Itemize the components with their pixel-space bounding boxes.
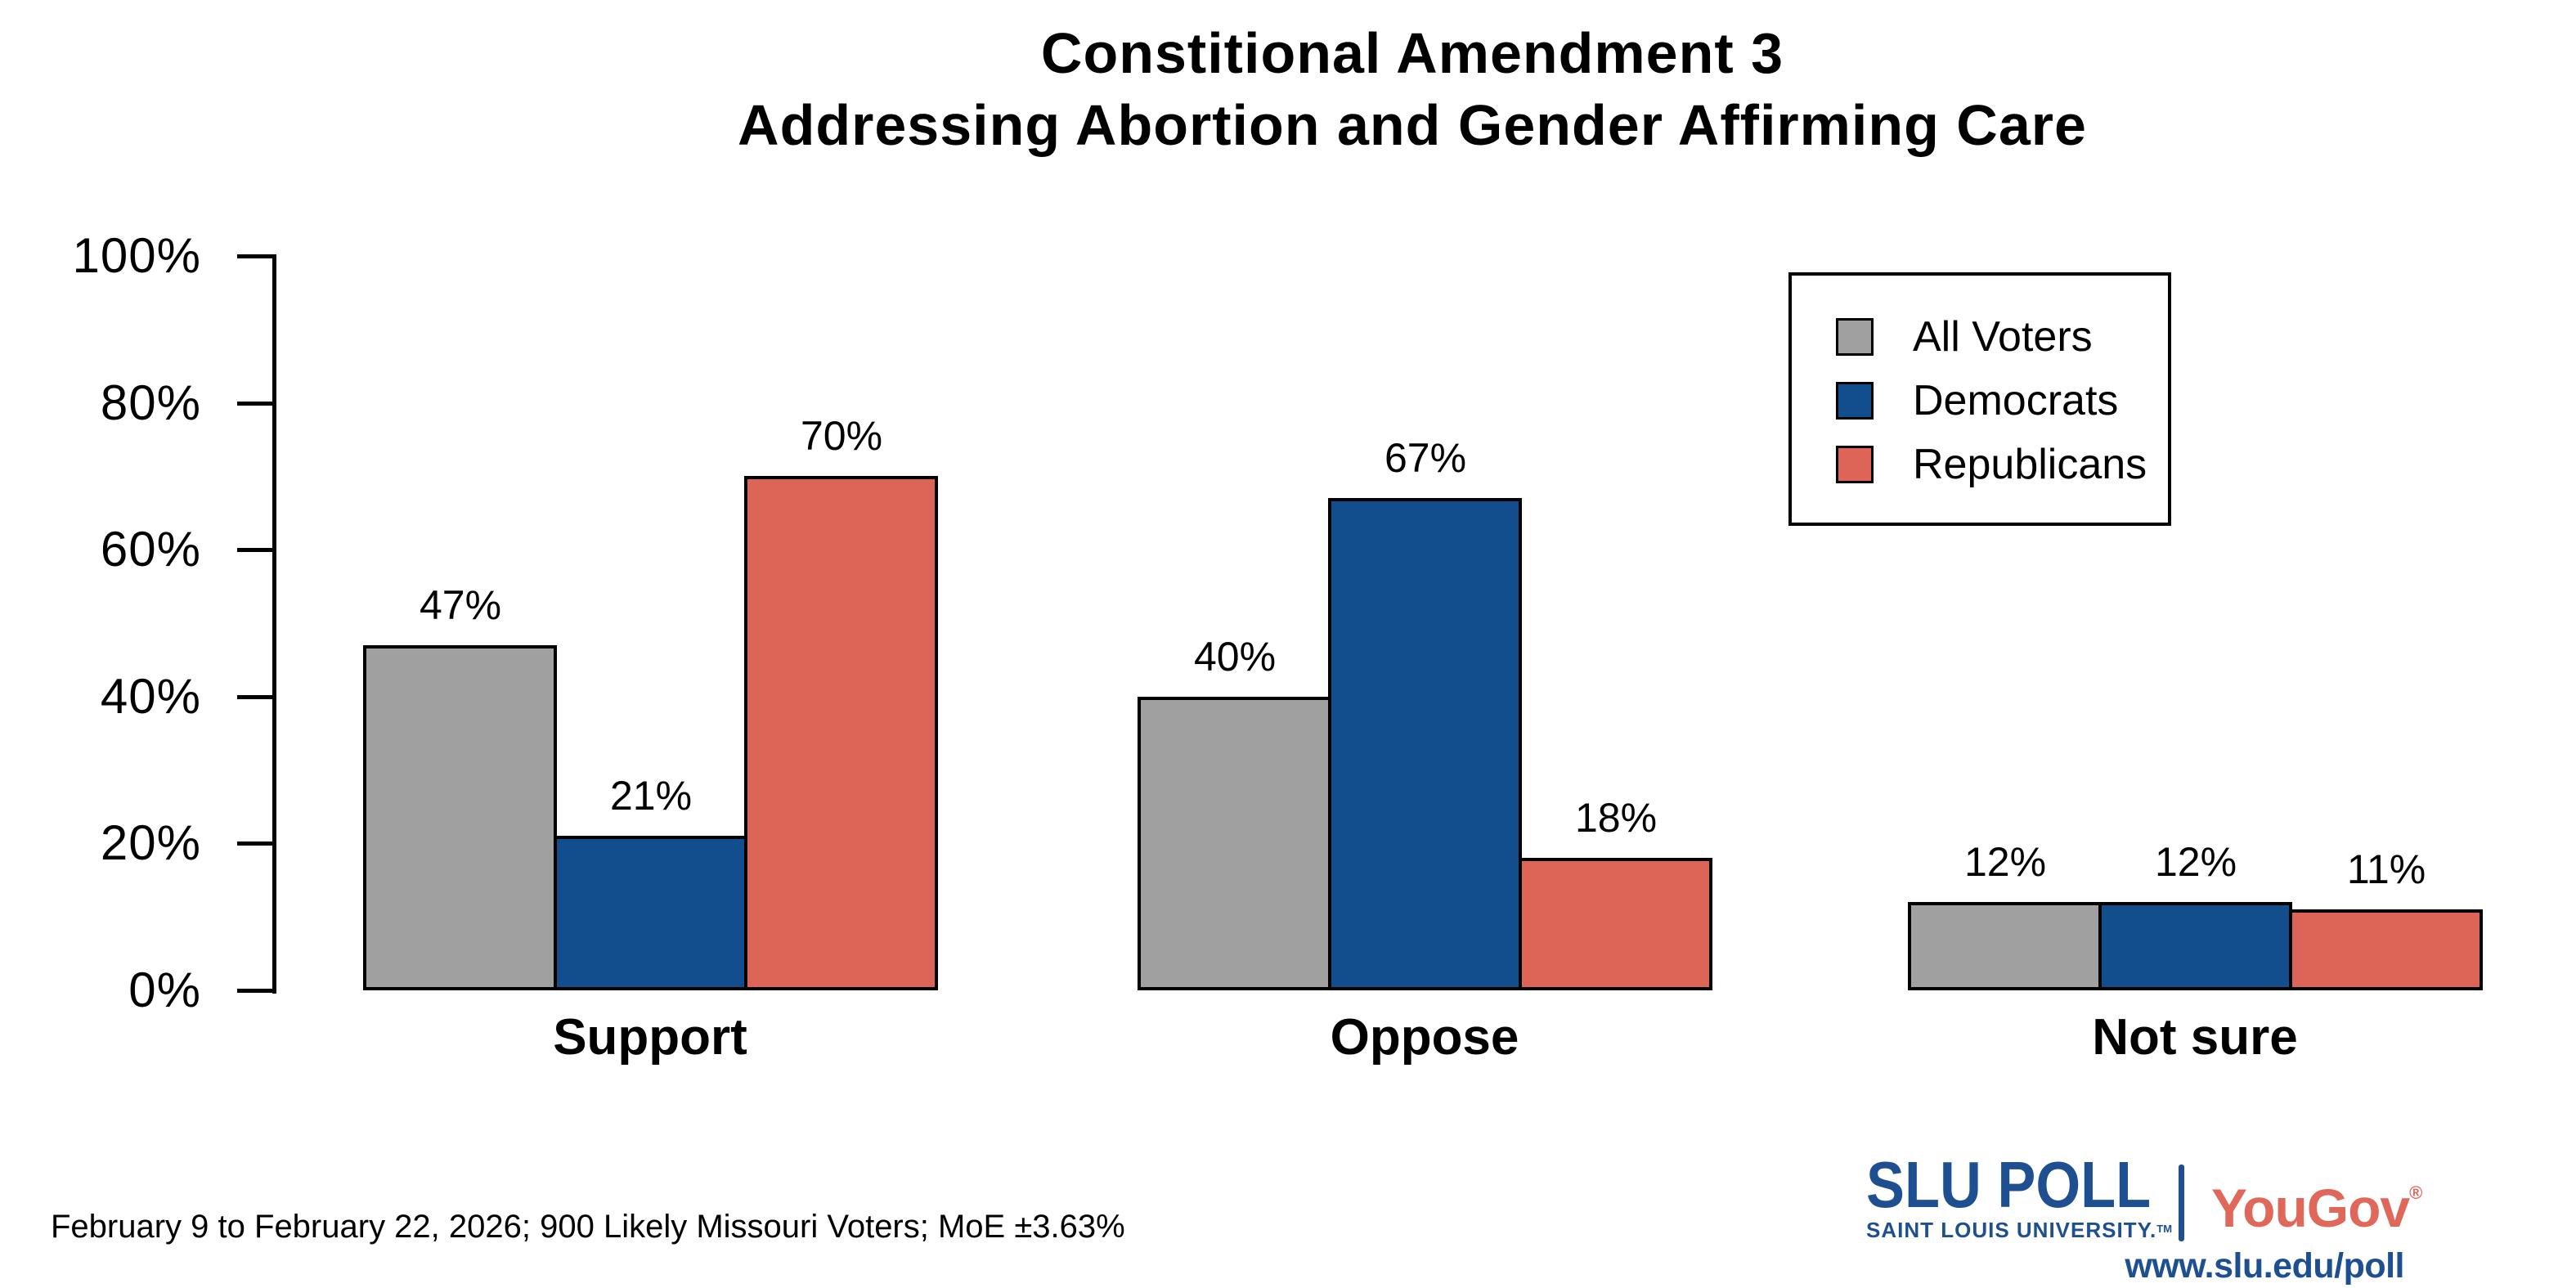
bar-value-label: 70%	[800, 413, 883, 459]
bar	[744, 476, 938, 990]
bar-value-label: 11%	[2346, 846, 2426, 892]
legend-label: Republicans	[1913, 441, 2147, 488]
legend-swatch	[1836, 382, 1874, 420]
legend-row: Republicans	[1836, 441, 2168, 488]
category-label: Oppose	[1330, 1009, 1519, 1066]
bar-value-label: 40%	[1193, 634, 1277, 680]
legend-label: Democrats	[1913, 377, 2119, 424]
y-tick-label: 40%	[100, 669, 201, 724]
y-tick-label: 60%	[100, 522, 201, 577]
bar-value-label: 21%	[609, 773, 693, 819]
category-label: Not sure	[2092, 1009, 2298, 1066]
y-axis-line	[272, 254, 276, 994]
y-tick-label: 80%	[100, 375, 201, 430]
slu-university-label: SAINT LOUIS UNIVERSITY.TM	[1866, 1217, 2172, 1242]
y-tick-label: 0%	[128, 963, 201, 1017]
bar	[363, 645, 557, 990]
y-tick	[237, 989, 276, 993]
y-tick	[237, 254, 276, 258]
bar	[1138, 697, 1331, 990]
bar-value-label: 18%	[1574, 795, 1658, 841]
bar	[1908, 902, 2102, 990]
footer-note: February 9 to February 22, 2026; 900 Lik…	[51, 1209, 1125, 1245]
legend-swatch	[1836, 318, 1874, 356]
legend-box: All Voters Democrats Republicans	[1788, 272, 2171, 526]
chart-title-line-1: Constitional Amendment 3	[1040, 21, 1784, 85]
y-tick	[237, 402, 276, 406]
bar	[2098, 902, 2292, 990]
bar-value-label: 67%	[1384, 435, 1467, 481]
y-tick-label: 100%	[72, 228, 201, 283]
logo-divider	[2179, 1165, 2184, 1241]
registered-symbol: ®	[2409, 1183, 2423, 1203]
legend-row: All Voters	[1836, 313, 2168, 361]
chart-title-line-2: Addressing Abortion and Gender Affirming…	[738, 93, 2087, 157]
chart-title: Constitional Amendment 3 Addressing Abor…	[249, 0, 2576, 160]
legend-label: All Voters	[1913, 313, 2093, 361]
slu-poll-logo: SLU POLL	[1866, 1148, 2152, 1221]
bar	[554, 836, 747, 990]
bar	[2289, 909, 2483, 990]
legend-row: Democrats	[1836, 377, 2168, 424]
slu-university-text: SAINT LOUIS UNIVERSITY.	[1866, 1218, 2157, 1242]
trademark-symbol: TM	[2156, 1223, 2173, 1235]
category-label: Support	[553, 1009, 747, 1066]
yougov-logo: YouGov®	[2211, 1165, 2422, 1236]
bar	[1519, 858, 1712, 990]
bar-value-label: 12%	[2154, 839, 2237, 885]
y-tick	[237, 841, 276, 846]
bar-value-label: 47%	[419, 582, 502, 628]
bar-value-label: 12%	[1963, 839, 2047, 885]
yougov-text: YouGov	[2211, 1178, 2410, 1238]
legend-swatch	[1836, 446, 1874, 483]
y-tick	[237, 548, 276, 552]
slu-poll-url: www.slu.edu/poll	[2125, 1246, 2404, 1286]
y-tick	[237, 695, 276, 699]
y-tick-label: 20%	[100, 815, 201, 870]
bar	[1328, 498, 1522, 990]
